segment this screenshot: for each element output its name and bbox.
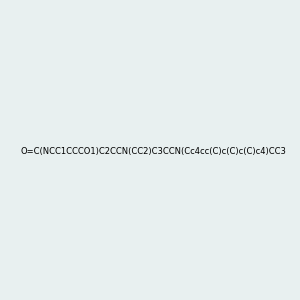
Text: O=C(NCC1CCCO1)C2CCN(CC2)C3CCN(Cc4cc(C)c(C)c(C)c4)CC3: O=C(NCC1CCCO1)C2CCN(CC2)C3CCN(Cc4cc(C)c(… [21, 147, 287, 156]
